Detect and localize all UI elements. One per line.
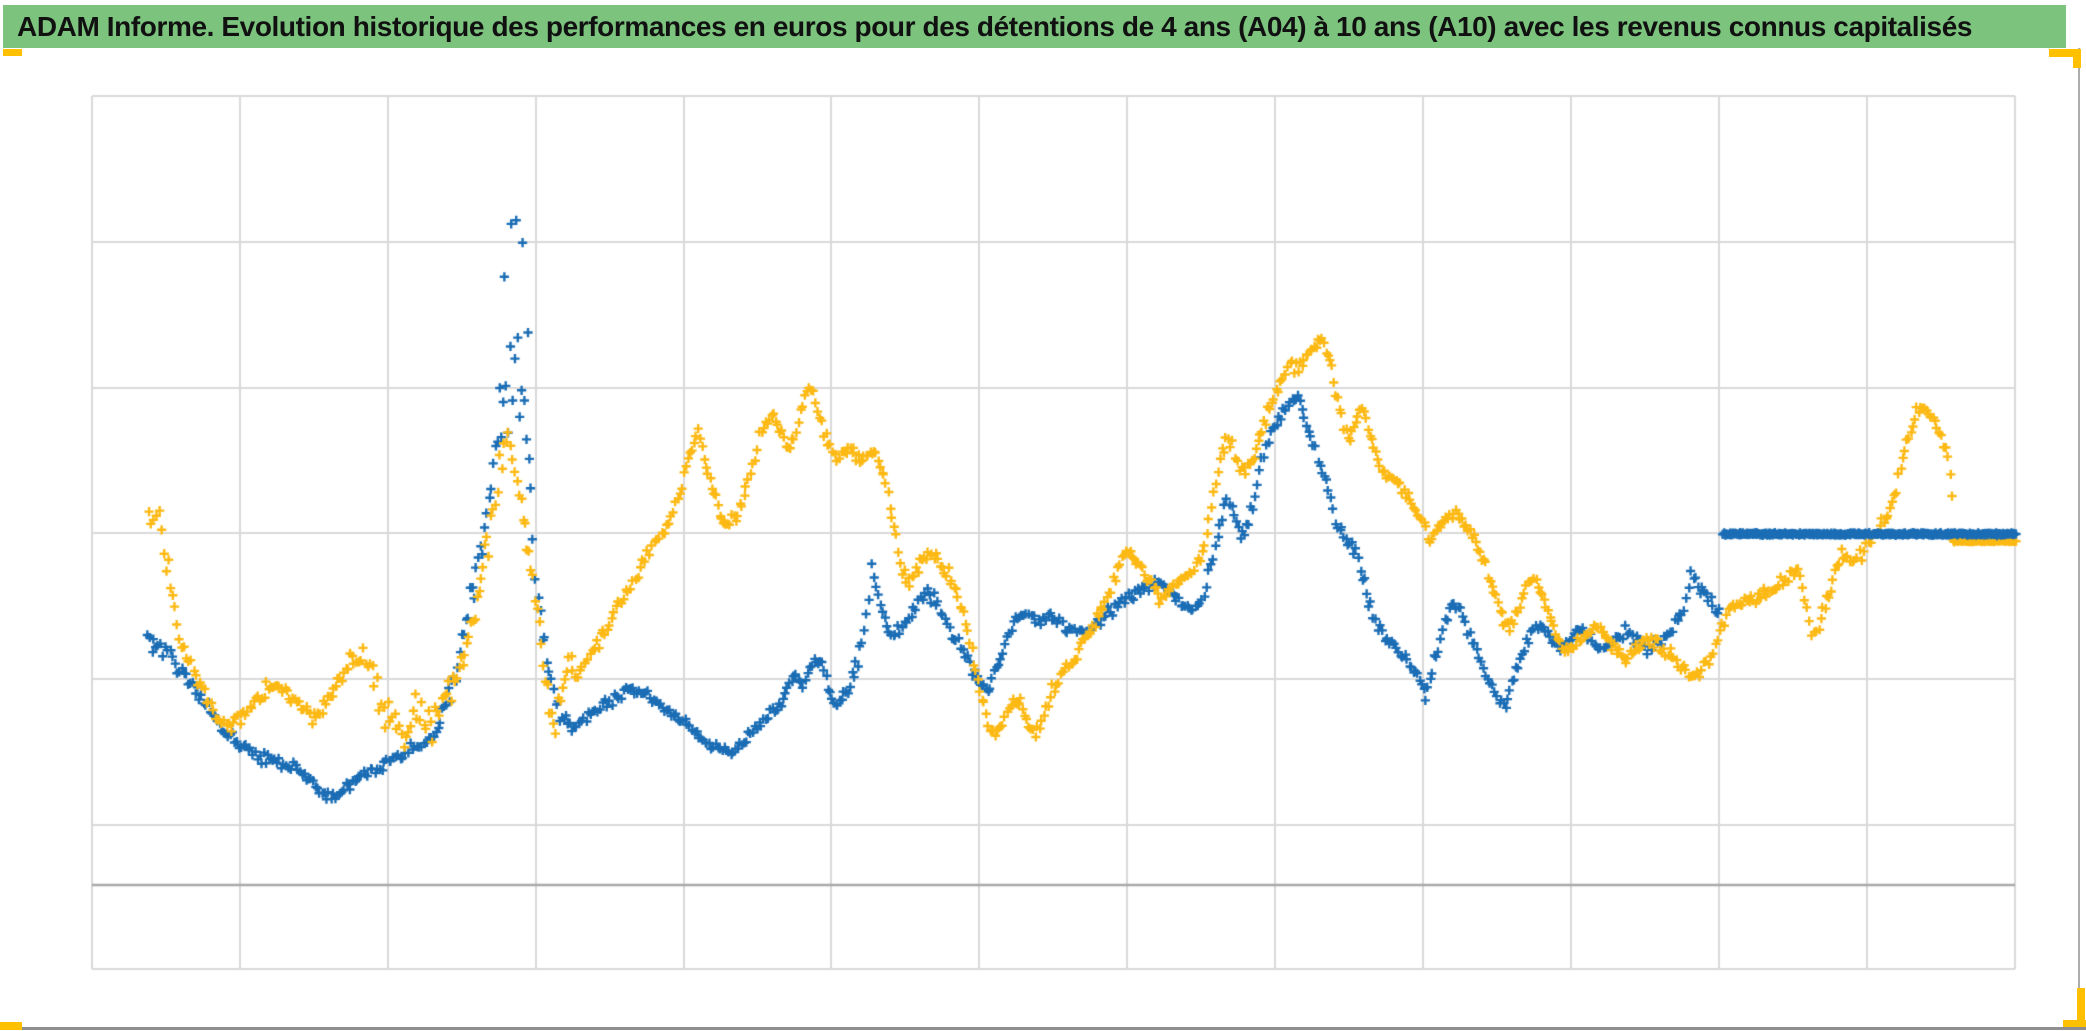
corner-mark-bottom-right-h bbox=[2063, 1020, 2086, 1027]
corner-mark-bottom-right-v bbox=[2077, 988, 2085, 1026]
corner-mark-bottom-left bbox=[0, 1022, 22, 1030]
corner-mark-top-left bbox=[3, 49, 22, 56]
page-border-right bbox=[2078, 48, 2080, 1029]
chart-title-bar: ADAM Informe. Evolution historique des p… bbox=[3, 5, 2066, 48]
page-border-bottom bbox=[0, 1027, 2086, 1030]
chart-title: ADAM Informe. Evolution historique des p… bbox=[17, 11, 1973, 42]
corner-mark-top-right-h bbox=[2049, 49, 2080, 57]
corner-mark-top-right-v bbox=[2073, 49, 2081, 68]
